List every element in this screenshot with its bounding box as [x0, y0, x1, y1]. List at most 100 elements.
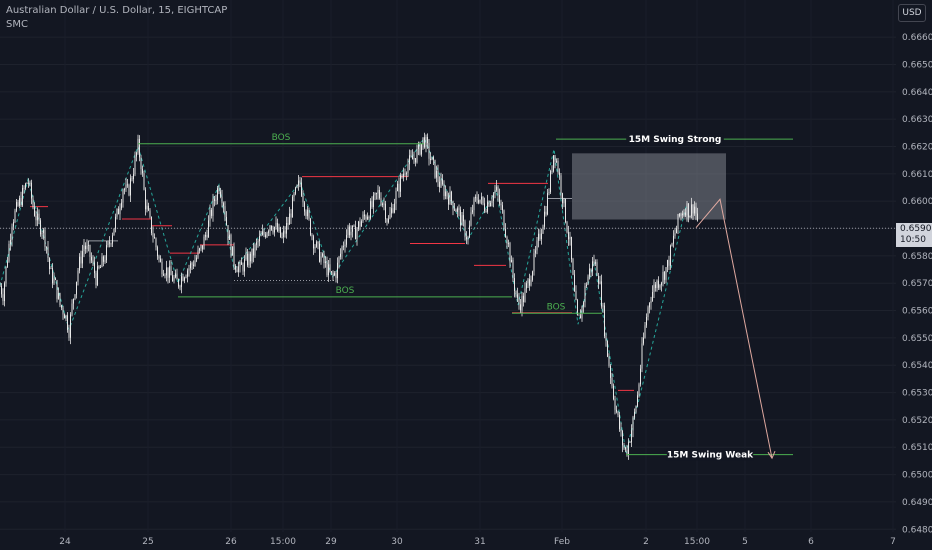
candle-body — [470, 212, 472, 226]
candle-body — [454, 209, 455, 211]
candle-body — [655, 284, 656, 289]
candle-body — [25, 183, 26, 189]
candle-body — [13, 222, 14, 227]
candle-body — [101, 256, 103, 268]
candle-body — [166, 267, 167, 276]
supply-zone-box — [572, 153, 726, 220]
candle-body — [187, 270, 188, 277]
candle-body — [112, 235, 113, 244]
candle-body — [256, 242, 257, 245]
candle-body — [457, 208, 458, 212]
candle-body — [202, 245, 203, 250]
candle-body — [220, 191, 221, 197]
candle-body — [221, 196, 223, 204]
indicator-name[interactable]: SMC — [6, 19, 28, 30]
candle-body — [116, 208, 118, 217]
time-tick-label: 31 — [474, 537, 485, 547]
candle-body — [1, 286, 2, 295]
candle-body — [488, 201, 490, 207]
candle-body — [391, 208, 392, 214]
candle-body — [104, 260, 106, 262]
candle-body — [130, 178, 131, 196]
candle-body — [16, 202, 17, 211]
price-series — [0, 132, 698, 460]
candle-body — [431, 157, 433, 160]
candle-body — [143, 173, 145, 190]
candle-body — [451, 191, 452, 202]
candle-body — [688, 203, 689, 218]
candle-body — [196, 257, 197, 261]
candle-body — [121, 202, 122, 209]
candle-body — [128, 185, 130, 196]
chart-annotations: BOS BOS BOS 15M Swing Strong 15M Swing Weak — [138, 133, 793, 461]
candle-body — [223, 203, 224, 207]
candle-body — [289, 213, 290, 225]
candle-body — [634, 411, 635, 418]
candle-body — [14, 210, 16, 223]
candle-body — [298, 180, 299, 186]
candle-body — [371, 201, 373, 208]
projection-arrowhead — [767, 450, 776, 460]
candle-body — [208, 220, 209, 238]
candle-body — [11, 226, 13, 241]
currency-button[interactable]: USD — [898, 4, 926, 22]
candle-body — [305, 211, 307, 217]
candle-body — [107, 242, 109, 246]
candle-body — [406, 173, 407, 175]
candle-body — [667, 260, 668, 268]
candle-body — [139, 138, 140, 158]
candle-body — [26, 182, 28, 184]
candle-body — [362, 214, 364, 222]
candle-body — [416, 148, 418, 163]
candle-body — [536, 240, 538, 251]
time-tick-label: 15:00 — [270, 537, 296, 547]
candle-body — [631, 430, 632, 443]
candle-body — [463, 215, 464, 222]
candle-body — [299, 180, 301, 183]
candle-body — [421, 143, 422, 155]
candle-body — [577, 300, 578, 315]
candle-body — [266, 232, 268, 238]
candle-body — [94, 262, 95, 274]
candle-body — [61, 305, 62, 308]
candle-body — [37, 213, 38, 221]
candle-body — [5, 266, 7, 284]
symbol-title[interactable]: Australian Dollar / U.S. Dollar, 15, EIG… — [6, 5, 228, 16]
candle-body — [278, 227, 280, 232]
candle-body — [640, 368, 641, 385]
candle-body — [235, 265, 236, 270]
candle-body — [400, 175, 401, 192]
candle-body — [148, 205, 149, 211]
candle-body — [91, 256, 92, 261]
candle-body — [619, 414, 620, 430]
candle-body — [442, 179, 443, 185]
candle-body — [136, 152, 137, 157]
candle-body — [512, 259, 514, 279]
candle-body — [652, 292, 653, 301]
candle-body — [547, 193, 548, 215]
candle-body — [562, 193, 563, 204]
candle-body — [262, 231, 263, 236]
candle-body — [0, 285, 1, 287]
candle-body — [175, 273, 176, 278]
candle-body — [170, 266, 172, 276]
candle-body — [133, 174, 134, 180]
candle-body — [314, 246, 316, 249]
candle-body — [32, 198, 34, 208]
candle-body — [190, 263, 191, 269]
price-axis[interactable] — [896, 0, 932, 550]
candle-body — [436, 170, 437, 178]
price-tick-label: 0.64800 — [902, 525, 932, 535]
candle-body — [524, 288, 526, 303]
candle-body — [227, 225, 229, 240]
candle-body — [598, 275, 599, 284]
candle-body — [155, 238, 157, 248]
candle-body — [263, 231, 265, 235]
candle-body — [56, 279, 58, 299]
candle-body — [601, 281, 602, 307]
candle-body — [386, 219, 388, 223]
time-tick-label: 24 — [59, 537, 71, 547]
candle-body — [575, 291, 577, 301]
